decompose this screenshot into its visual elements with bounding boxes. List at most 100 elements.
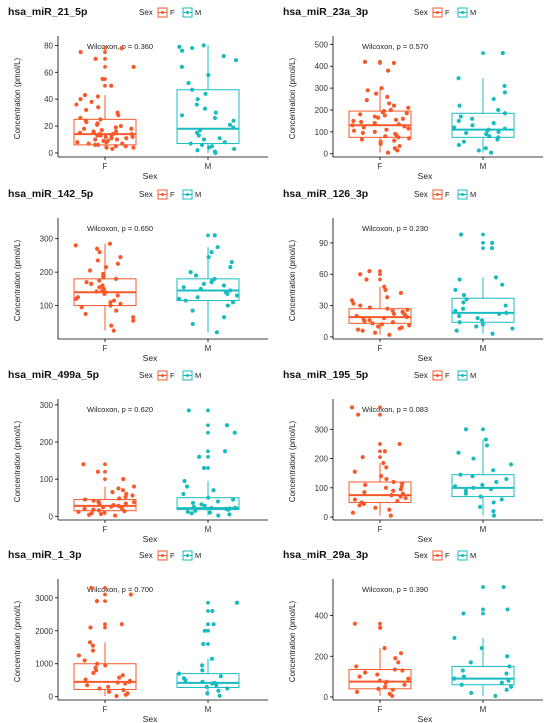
data-point: [457, 277, 462, 282]
data-point: [464, 297, 469, 302]
data-point: [360, 130, 365, 136]
outlier-point: [206, 622, 210, 627]
data-point: [228, 265, 233, 270]
data-point: [212, 680, 217, 685]
data-point: [463, 427, 469, 432]
data-point: [225, 303, 230, 308]
data-point: [193, 273, 199, 278]
y-tick-label: 60: [319, 270, 328, 279]
outlier-point: [378, 59, 382, 64]
outlier-point: [378, 269, 382, 273]
data-point: [454, 328, 459, 333]
data-point: [396, 122, 401, 127]
outlier-point: [103, 64, 107, 69]
data-point: [374, 91, 379, 96]
legend: Sex F M: [139, 370, 201, 381]
data-point: [393, 656, 398, 661]
data-point: [395, 498, 400, 504]
box-group-M: [451, 51, 515, 155]
data-point: [367, 268, 372, 274]
x-tick-label: M: [480, 162, 487, 171]
data-point: [397, 441, 402, 447]
data-point: [483, 437, 488, 442]
data-point: [98, 511, 104, 517]
data-point: [188, 141, 193, 146]
data-point: [470, 123, 475, 128]
data-point: [502, 83, 507, 89]
outlier-point: [378, 272, 382, 277]
data-point: [209, 249, 214, 255]
data-point: [499, 680, 504, 685]
data-point: [225, 686, 230, 691]
outlier-point: [206, 466, 210, 470]
data-point: [406, 105, 411, 110]
data-point: [458, 114, 463, 119]
data-point: [359, 119, 364, 125]
data-point: [176, 296, 182, 301]
data-point: [364, 98, 369, 103]
chart-panel-hsa_miR_1_3p: hsa_miR_1_3p Sex F M 0 1000 2000 3000 F M Sex Conce…: [0, 543, 275, 723]
data-point: [233, 58, 239, 63]
data-point: [460, 668, 465, 673]
data-point: [398, 290, 404, 296]
y-axis-label: Concentration (pmol/L): [288, 57, 297, 139]
data-point: [391, 479, 396, 485]
data-point: [124, 136, 129, 141]
data-point: [471, 485, 476, 490]
chart-title: hsa_miR_195_5p: [283, 369, 368, 381]
legend-key-dot-F: [436, 374, 439, 377]
legend-label-M: M: [470, 371, 476, 380]
data-point: [200, 663, 205, 668]
data-point: [110, 132, 115, 137]
y-tick-label: 30: [319, 302, 328, 311]
x-axis-label: Sex: [143, 714, 158, 723]
legend-key-dot-M: [186, 193, 189, 196]
legend-key-dot-M: [186, 374, 189, 377]
data-point: [197, 128, 203, 133]
data-point: [97, 132, 102, 137]
y-axis-label: Concentration (pmol/L): [13, 57, 22, 139]
wilcoxon-annotation: Wilcoxon, p = 0.083: [362, 405, 428, 414]
data-point: [179, 48, 185, 53]
legend-label-F: F: [170, 551, 175, 560]
data-point: [212, 276, 217, 281]
data-point: [110, 490, 115, 495]
data-point: [83, 677, 88, 682]
legend-label-F: F: [170, 371, 175, 380]
chart-svg: hsa_miR_21_5p Sex F M 0 20 40 60 80 F M Sex Concentr…: [8, 6, 268, 181]
data-point: [123, 501, 128, 506]
data-point: [83, 118, 88, 123]
data-point: [215, 499, 221, 504]
data-point: [82, 506, 87, 511]
data-point: [383, 134, 388, 139]
data-point: [84, 280, 89, 285]
data-point: [111, 503, 116, 508]
y-tick-label: 0: [49, 693, 54, 702]
y-tick-label: 20: [44, 122, 53, 131]
data-point: [111, 328, 116, 333]
box-group-F: [348, 268, 412, 337]
data-point: [363, 670, 368, 675]
data-point: [131, 315, 136, 320]
data-point: [232, 146, 237, 152]
data-point: [118, 255, 123, 260]
box-group-F: [348, 405, 412, 518]
data-point: [209, 506, 214, 511]
data-point: [359, 137, 365, 142]
x-axis-label: Sex: [418, 353, 433, 363]
y-axis-label: Concentration (pmol/L): [288, 420, 297, 502]
data-point: [471, 456, 476, 461]
data-point: [199, 502, 204, 507]
data-point: [397, 143, 402, 149]
wilcoxon-annotation: Wilcoxon, p = 0.650: [87, 224, 153, 233]
x-tick-label: F: [378, 525, 383, 534]
data-point: [115, 110, 120, 115]
data-point: [94, 246, 100, 251]
data-point: [216, 688, 221, 693]
data-point: [388, 513, 393, 518]
data-point: [224, 423, 230, 428]
outlier-point: [481, 51, 485, 56]
data-point: [460, 306, 466, 311]
box-iqr: [348, 481, 412, 503]
data-point: [479, 318, 485, 323]
